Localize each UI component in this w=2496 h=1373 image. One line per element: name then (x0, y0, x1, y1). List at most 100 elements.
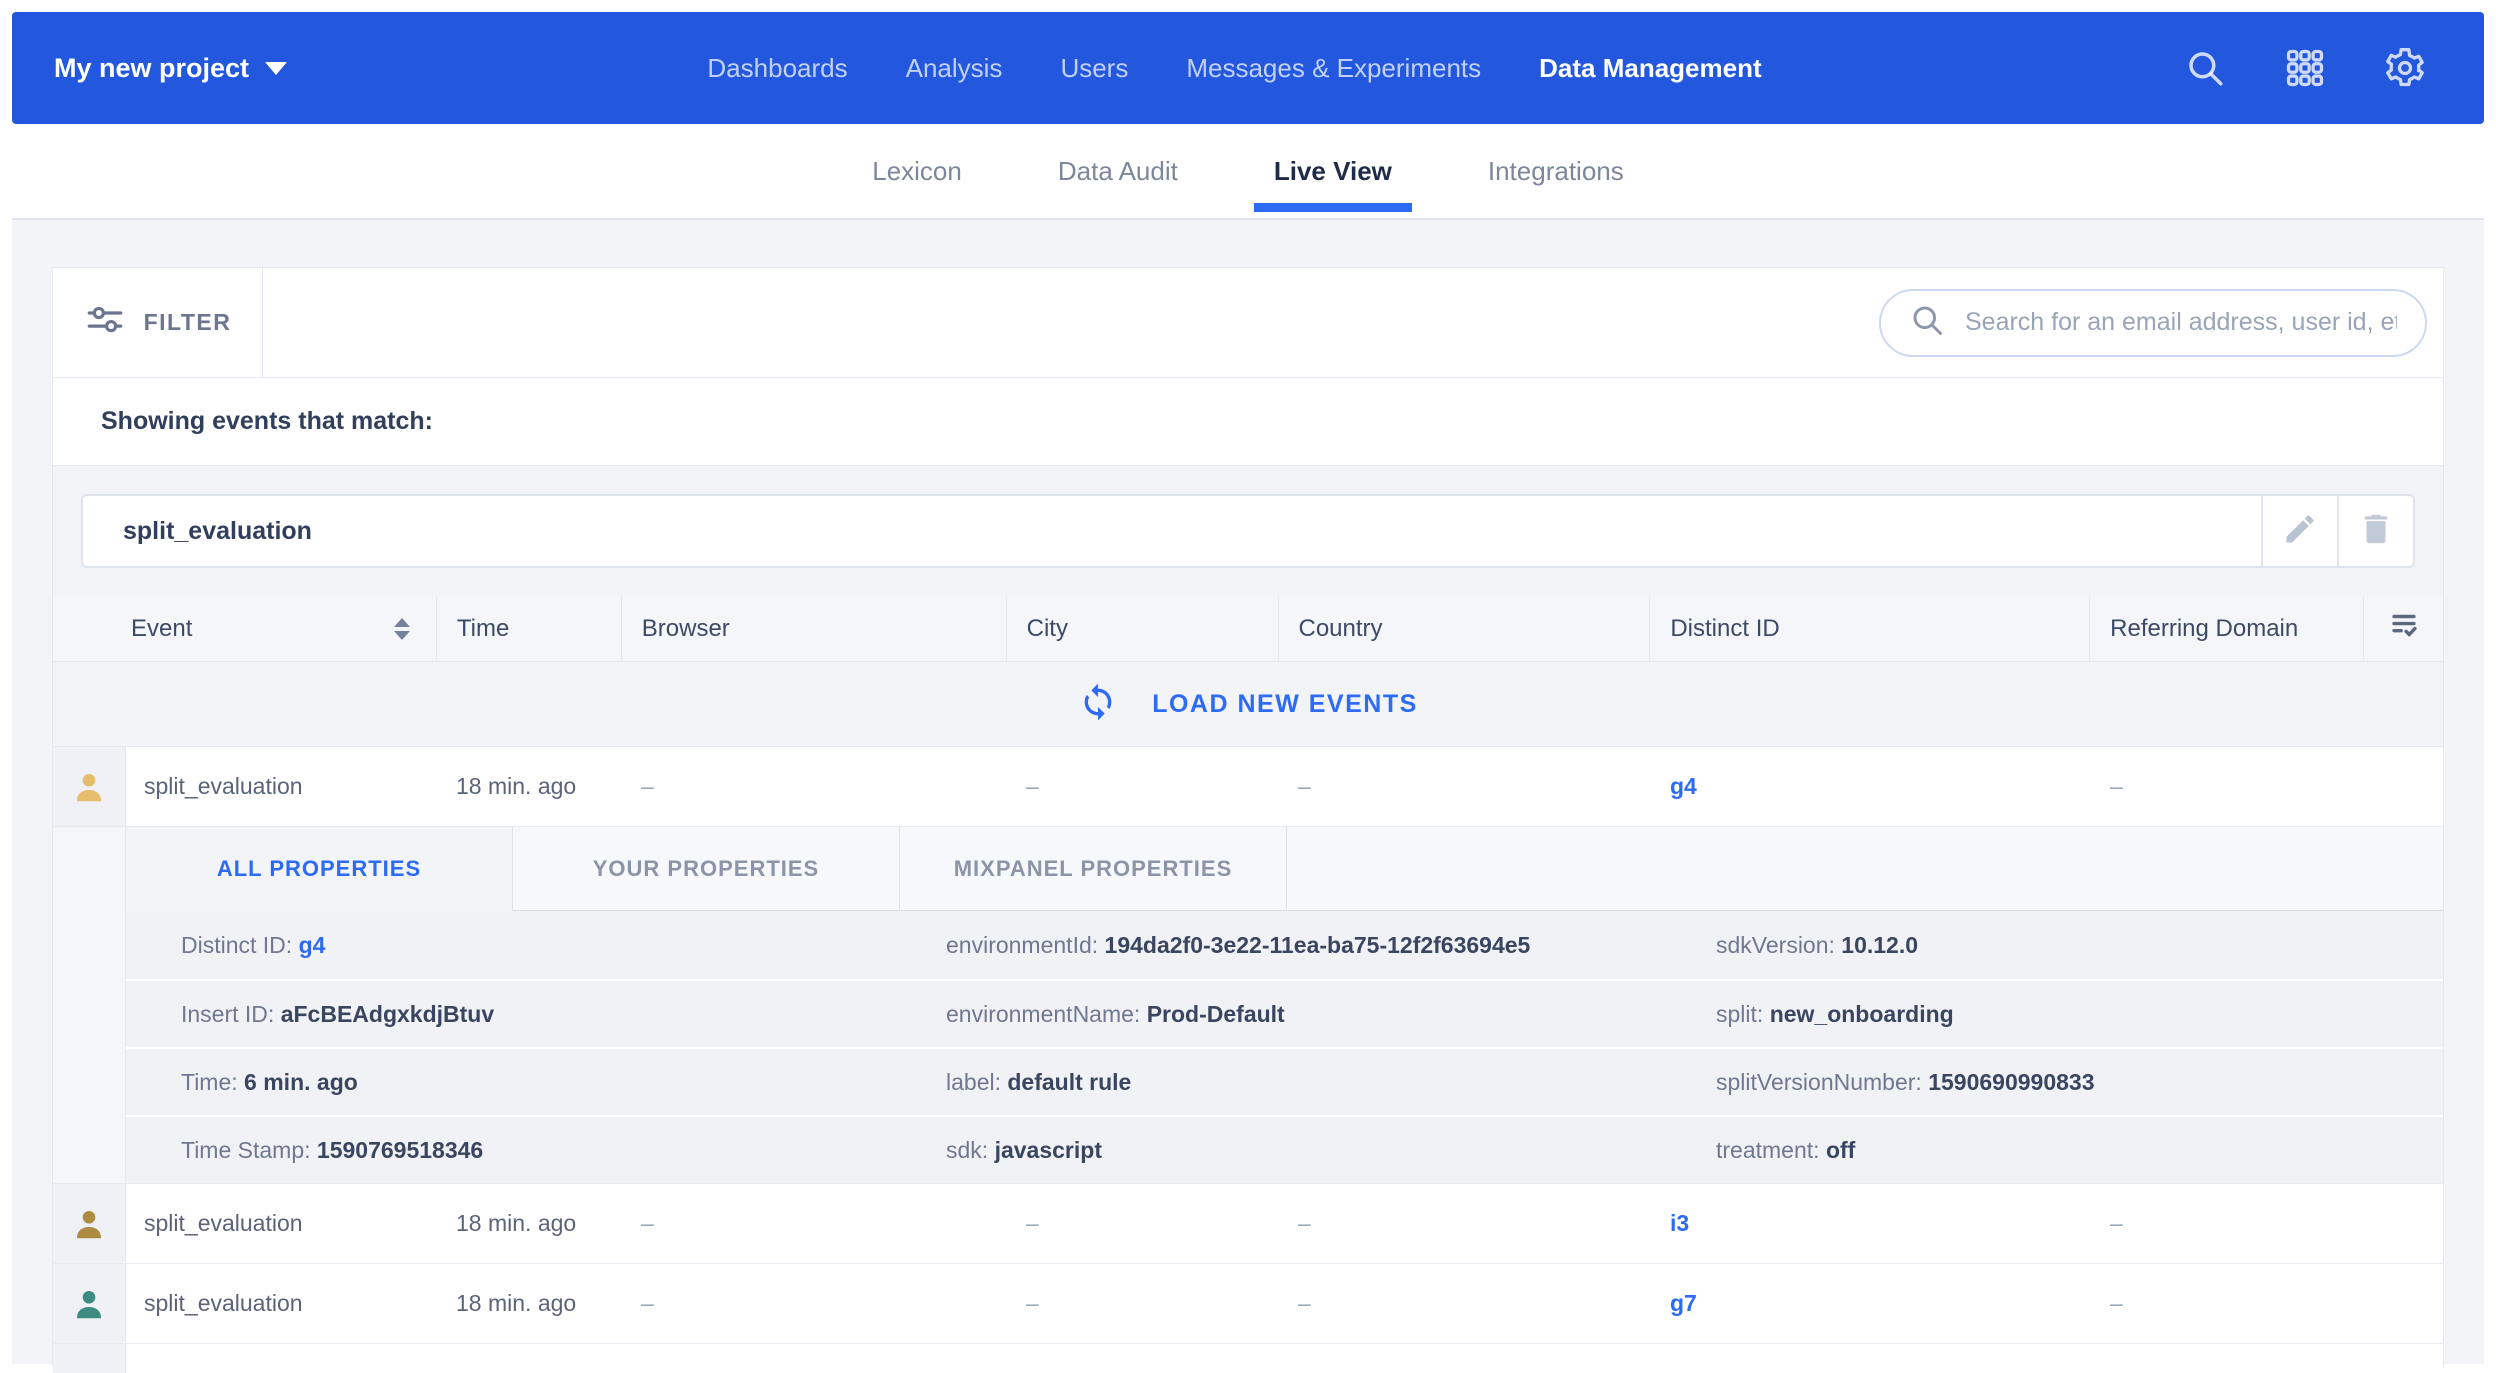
chevron-down-icon (265, 61, 288, 75)
edit-filter-button[interactable] (2263, 494, 2339, 568)
apps-grid-icon[interactable] (2282, 45, 2328, 91)
tab-data-audit-label: Data Audit (1057, 155, 1178, 186)
properties-grid: Distinct ID: g4 environmentId: 194da2f0-… (126, 911, 2443, 1183)
filter-chip-section: split_evaluation (53, 466, 2443, 596)
property-row: Time: 6 min. ago label: default rule spl… (126, 1047, 2443, 1115)
search-input[interactable] (1965, 308, 2397, 337)
column-header-city[interactable]: City (1005, 596, 1278, 661)
cell-country: – (1298, 1210, 1311, 1236)
cell-referring-domain: – (2110, 1290, 2123, 1316)
distinct-id-link[interactable]: g4 (298, 931, 326, 958)
primary-nav: Dashboards Analysis Users Messages & Exp… (707, 53, 1761, 84)
toolbar-row: FILTER (53, 268, 2443, 378)
property-sdk-version: sdkVersion: 10.12.0 (1716, 931, 1919, 958)
filter-button[interactable]: FILTER (53, 268, 263, 377)
property-treatment: treatment: off (1716, 1136, 1856, 1163)
sliders-icon (84, 299, 126, 346)
property-label: label: default rule (946, 1068, 1132, 1095)
property-environment-name: environmentName: Prod-Default (946, 1000, 1285, 1027)
event-filter-value: split_evaluation (123, 516, 312, 545)
distinct-id-link[interactable]: g4 (1670, 773, 1697, 799)
cell-country: – (1298, 1290, 1311, 1316)
cell-time: 18 min. ago (456, 1210, 577, 1236)
column-header-time[interactable]: Time (435, 596, 621, 661)
distinct-id-link[interactable]: i3 (1670, 1210, 1690, 1236)
column-settings-button[interactable] (2363, 596, 2443, 661)
event-filter-chip[interactable]: split_evaluation (81, 494, 2263, 568)
cell-browser: – (641, 773, 654, 799)
nav-item-users[interactable]: Users (1060, 52, 1129, 83)
row-gutter (53, 1184, 126, 1263)
tab-integrations-label: Integrations (1487, 155, 1624, 186)
column-header-event[interactable]: Event (53, 596, 436, 661)
property-row: Distinct ID: g4 environmentId: 194da2f0-… (126, 911, 2443, 979)
column-header-city-label: City (1026, 614, 1068, 642)
table-row[interactable]: split_evaluation 18 min. ago – – – g4 – (53, 747, 2443, 827)
cell-browser: – (641, 1290, 654, 1316)
cell-browser: – (641, 1210, 654, 1236)
row-gutter (53, 1344, 126, 1373)
gear-icon[interactable] (2382, 45, 2428, 91)
filter-button-label: FILTER (143, 309, 232, 335)
column-header-distinct-id[interactable]: Distinct ID (1649, 596, 2089, 661)
table-row-partial (53, 1344, 2443, 1373)
live-view-content: FILTER Showing events that match: split_… (12, 218, 2484, 1373)
tab-lexicon[interactable]: Lexicon (872, 124, 962, 218)
row-gutter (53, 747, 126, 826)
project-selector[interactable]: My new project (54, 53, 288, 84)
properties-tabs-filler (1287, 827, 2443, 911)
tab-lexicon-label: Lexicon (872, 155, 962, 186)
property-row: Time Stamp: 1590769518346 sdk: javascrip… (126, 1115, 2443, 1183)
tab-integrations[interactable]: Integrations (1488, 124, 1624, 218)
user-avatar-icon (71, 1286, 107, 1322)
column-list-check-icon (2387, 608, 2421, 649)
cell-time: 18 min. ago (456, 773, 577, 799)
nav-item-messages-experiments[interactable]: Messages & Experiments (1186, 52, 1482, 83)
cell-referring-domain: – (2110, 1210, 2123, 1236)
cell-city: – (1026, 1290, 1039, 1316)
trash-icon (2357, 510, 2395, 553)
cell-distinct-id: i3 (1650, 1184, 2090, 1263)
sort-icon[interactable] (393, 617, 410, 640)
property-sdk: sdk: javascript (946, 1136, 1102, 1163)
distinct-id-link[interactable]: g7 (1670, 1290, 1697, 1316)
column-header-referring-domain[interactable]: Referring Domain (2089, 596, 2363, 661)
property-time-stamp: Time Stamp: 1590769518346 (181, 1136, 484, 1163)
load-new-events-button[interactable]: LOAD NEW EVENTS (53, 662, 2443, 747)
cell-referring-domain: – (2110, 773, 2123, 799)
property-environment-id: environmentId: 194da2f0-3e22-11ea-ba75-1… (946, 931, 1531, 958)
column-header-country[interactable]: Country (1277, 596, 1650, 661)
nav-item-analysis[interactable]: Analysis (905, 52, 1003, 83)
event-detail-panel: ALL PROPERTIES YOUR PROPERTIES MIXPANEL … (53, 827, 2443, 1184)
top-navigation-bar: My new project Dashboards Analysis Users… (12, 12, 2484, 124)
nav-item-dashboards[interactable]: Dashboards (707, 52, 848, 83)
table-row[interactable]: split_evaluation 18 min. ago – – – g7 – (53, 1264, 2443, 1344)
nav-item-data-management[interactable]: Data Management (1539, 52, 1762, 83)
property-distinct-id: Distinct ID: g4 (181, 931, 326, 958)
delete-filter-button[interactable] (2339, 494, 2415, 568)
cell-event: split_evaluation (144, 773, 303, 799)
cell-city: – (1026, 773, 1039, 799)
search-icon[interactable] (2182, 45, 2228, 91)
cell-distinct-id: g4 (1650, 747, 2090, 826)
cell-distinct-id: g7 (1650, 1264, 2090, 1343)
cell-event: split_evaluation (144, 1210, 303, 1236)
tab-live-view[interactable]: Live View (1274, 124, 1392, 218)
tab-mixpanel-properties[interactable]: MIXPANEL PROPERTIES (900, 827, 1287, 911)
column-header-browser[interactable]: Browser (620, 596, 1006, 661)
tab-data-audit[interactable]: Data Audit (1058, 124, 1178, 218)
table-row[interactable]: split_evaluation 18 min. ago – – – i3 – (53, 1184, 2443, 1264)
refresh-icon (1078, 682, 1118, 727)
column-header-referring-domain-label: Referring Domain (2110, 614, 2299, 642)
property-insert-id: Insert ID: aFcBEAdgxkdjBtuv (181, 1000, 495, 1027)
tab-all-properties-label: ALL PROPERTIES (216, 855, 422, 881)
load-new-events-label: LOAD NEW EVENTS (1152, 689, 1418, 718)
row-gutter (53, 1264, 126, 1343)
column-header-event-label: Event (131, 614, 193, 642)
column-header-country-label: Country (1298, 614, 1383, 642)
tab-your-properties[interactable]: YOUR PROPERTIES (513, 827, 900, 911)
user-avatar-icon (71, 1206, 107, 1242)
cell-country: – (1298, 773, 1311, 799)
tab-all-properties[interactable]: ALL PROPERTIES (126, 827, 513, 911)
event-search-box[interactable] (1879, 288, 2427, 357)
